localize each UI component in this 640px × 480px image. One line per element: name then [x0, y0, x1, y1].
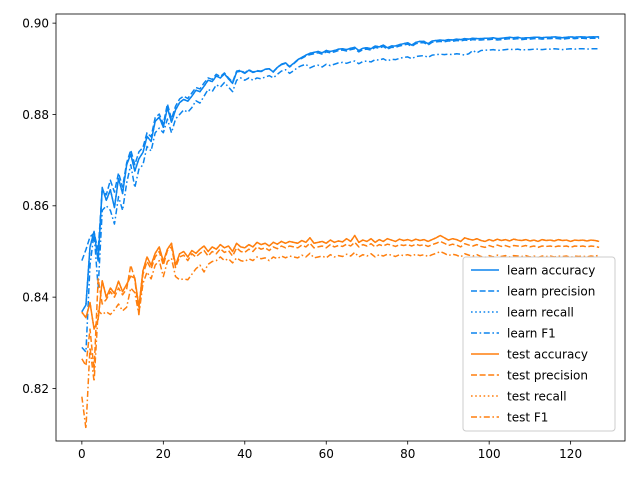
- legend-box: [462, 256, 616, 432]
- y-tick-label: 0.86: [22, 199, 49, 213]
- legend-label: test F1: [507, 410, 548, 424]
- series-line-test-accuracy: [81, 234, 600, 330]
- legend-label: test recall: [507, 389, 567, 403]
- y-tick-label: 0.90: [22, 16, 49, 30]
- axes-frame: [55, 13, 626, 442]
- series-line-learn-accuracy: [81, 36, 600, 313]
- x-tick-label: 40: [237, 447, 252, 461]
- series-line-test-precision: [81, 240, 600, 371]
- legend-label: learn F1: [507, 326, 556, 340]
- legend-label: test precision: [507, 368, 588, 382]
- legend-label: learn precision: [507, 284, 595, 298]
- x-tick-label: 0: [78, 447, 86, 461]
- legend-label: learn recall: [507, 305, 574, 319]
- y-tick-label: 0.82: [22, 382, 49, 396]
- axes: 0 20 40 60 80 100 120 0.82 0.84 0.86 0.88 0.90: [22, 13, 626, 461]
- x-tick-label: 60: [319, 447, 334, 461]
- series-line-test-f1: [81, 250, 600, 430]
- plot-area: [81, 36, 600, 430]
- y-tick-label: 0.88: [22, 108, 49, 122]
- legend-label: test accuracy: [507, 347, 588, 361]
- y-tick-label: 0.84: [22, 290, 49, 304]
- legend-label: learn accuracy: [507, 263, 595, 277]
- x-tick-label: 120: [559, 447, 582, 461]
- x-tick-label: 80: [400, 447, 415, 461]
- series-line-learn-precision: [81, 37, 600, 261]
- legend: learn accuracy learn precision learn recal…: [462, 256, 616, 432]
- x-tick-label: 100: [478, 447, 501, 461]
- x-tick-label: 20: [156, 447, 171, 461]
